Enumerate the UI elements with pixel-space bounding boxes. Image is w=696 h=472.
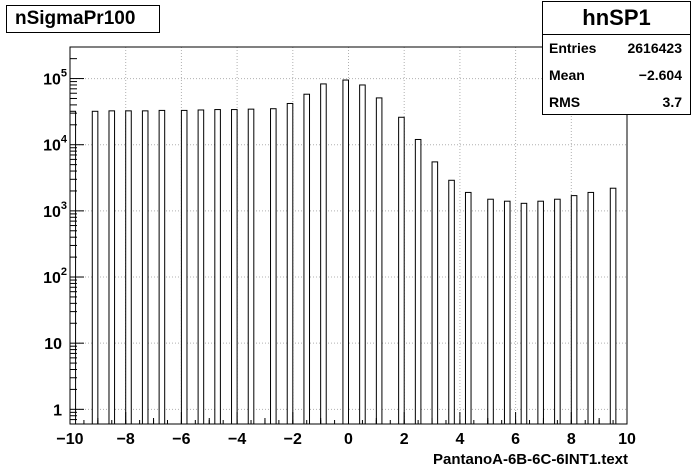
histogram-bar	[609, 187, 617, 425]
histogram-bar	[197, 109, 205, 425]
histogram-bar	[247, 108, 255, 425]
histogram-bar	[180, 109, 188, 425]
histogram-bar	[398, 116, 405, 425]
histogram-bar	[448, 179, 455, 425]
histogram-bar	[487, 198, 494, 425]
histogram-bar	[414, 138, 422, 425]
histogram-bar	[464, 191, 472, 425]
x-tick-label: 4	[455, 431, 464, 448]
histogram-bar	[570, 195, 578, 425]
y-tick-label: 102	[43, 266, 67, 287]
stats-label: Mean	[549, 67, 585, 83]
x-tick-label: 0	[344, 431, 353, 448]
x-tick-label: 10	[618, 431, 636, 448]
histogram-bar	[270, 108, 277, 425]
y-tick-label: 104	[43, 134, 68, 155]
histogram-bar	[108, 110, 116, 425]
histogram-bar	[231, 109, 238, 425]
x-tick-label: −2	[284, 431, 302, 448]
x-tick-label: −10	[56, 431, 83, 448]
x-tick-label: 6	[511, 431, 520, 448]
x-tick-label: −6	[172, 431, 190, 448]
y-tick-label: 10	[44, 336, 62, 353]
histogram-bar	[503, 200, 511, 425]
x-tick-label: −8	[117, 431, 135, 448]
histogram-bar	[375, 97, 383, 425]
histogram-bars	[69, 79, 617, 425]
x-tick-label: 2	[400, 431, 409, 448]
x-tick-label: −4	[228, 431, 246, 448]
histogram-bar	[320, 83, 327, 425]
histogram-title: nSigmaPr100	[6, 5, 160, 33]
y-tick-label: 105	[43, 68, 67, 89]
histogram-bar	[359, 84, 366, 425]
y-tick-label: 1	[53, 402, 62, 419]
stats-label: RMS	[549, 94, 581, 110]
stats-value: 3.7	[662, 94, 682, 110]
x-tick-label: 8	[567, 431, 576, 448]
histogram-bar	[214, 109, 221, 425]
stats-row-mean: Mean −2.604	[543, 62, 690, 89]
histogram-bar	[431, 161, 439, 425]
histogram-bar	[342, 79, 349, 425]
histogram-bar	[141, 110, 149, 425]
histogram-bar	[158, 109, 166, 425]
stats-row-entries: Entries 2616423	[543, 35, 690, 62]
histogram-bar	[520, 202, 528, 425]
histogram-bar	[91, 110, 99, 425]
histogram-bar	[554, 198, 561, 425]
y-tick-label: 103	[43, 200, 67, 221]
histogram-bar	[537, 200, 544, 425]
histogram-bar	[587, 191, 595, 425]
x-axis-label: PantanoA-6B-6C-6INT1.text	[432, 451, 628, 468]
stats-value: 2616423	[627, 40, 682, 56]
stats-box: hnSP1 Entries 2616423 Mean −2.604 RMS 3.…	[542, 1, 691, 115]
histogram-bar	[125, 110, 132, 425]
histogram-bar	[286, 102, 294, 425]
tick-labels: −10 −8 −6 −4 −2 0 2 4 6 8 10 1 10 102 103 104 105	[43, 68, 636, 448]
histogram-bar	[69, 110, 77, 425]
stats-title: hnSP1	[543, 2, 690, 35]
stats-label: Entries	[549, 40, 597, 56]
stats-row-rms: RMS 3.7	[543, 89, 690, 116]
histogram-bar	[303, 93, 311, 425]
axis-ticks	[69, 46, 628, 425]
stats-value: −2.604	[638, 67, 682, 83]
